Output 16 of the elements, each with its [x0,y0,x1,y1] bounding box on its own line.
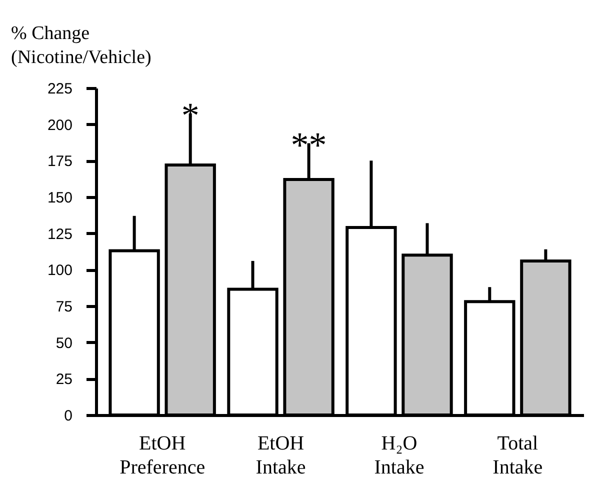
y-tick-label: 75 [56,298,72,316]
annotation: ** [290,125,327,166]
y-tick-label: 150 [47,190,72,206]
y-tick-label: 200 [47,116,72,134]
y-tick-label: 0 [64,408,72,424]
x-tick-label: EtOH Preference [120,432,206,478]
y-tick-label: 100 [47,262,72,280]
x-tick-label: EtOH Intake [256,432,306,478]
y-tick-label: 175 [47,153,72,170]
y-tick-label: 125 [47,226,72,243]
x-tick-label: H₂O Intake [374,432,424,478]
y-tick-label: 50 [56,334,72,352]
x-tick-label: Total Intake [492,432,543,478]
y-tick-label: 225 [47,80,72,98]
y-axis-title: % Change (Nicotine/Vehicle) [11,23,152,68]
y-tick-label: 25 [56,371,72,388]
